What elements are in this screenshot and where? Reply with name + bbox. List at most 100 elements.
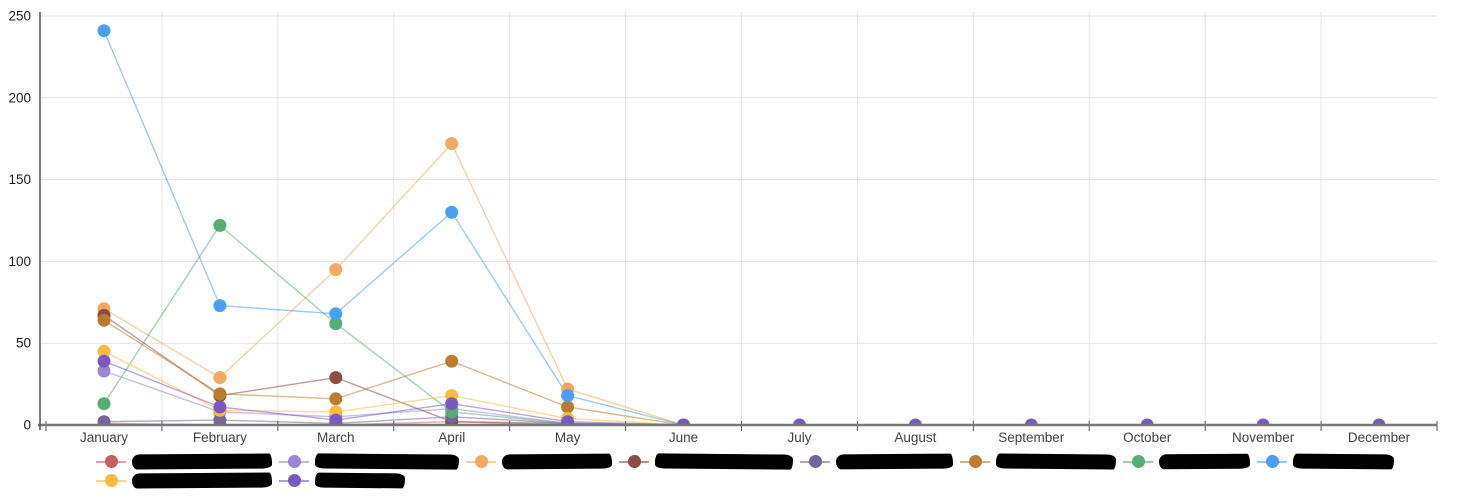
data-point[interactable] [329, 263, 343, 277]
y-tick-label: 50 [16, 336, 31, 351]
legend-marker-icon [960, 454, 990, 468]
data-point[interactable] [1140, 418, 1154, 432]
x-tick-label: October [1123, 430, 1172, 445]
data-point[interactable] [213, 413, 227, 427]
redacted-legend-label [314, 472, 406, 488]
data-point[interactable] [97, 24, 111, 38]
data-point[interactable] [97, 354, 111, 368]
legend-item-4[interactable] [800, 453, 954, 469]
series-line-2 [103, 142, 684, 426]
y-tick-label: 100 [8, 254, 31, 269]
legend-item-3[interactable] [619, 452, 794, 470]
x-tick-label: April [438, 430, 465, 445]
y-tick-label: 150 [8, 172, 31, 187]
legend-dot-icon [1266, 454, 1279, 468]
data-point[interactable] [213, 387, 227, 401]
data-point[interactable] [329, 392, 343, 406]
legend-item-8[interactable] [96, 472, 273, 488]
legend-item-9[interactable] [279, 472, 406, 488]
legend-marker-icon [96, 454, 126, 468]
redacted-legend-label [654, 452, 794, 470]
series-points [97, 24, 1386, 432]
x-tick-label: November [1232, 430, 1295, 445]
data-point[interactable] [1256, 418, 1270, 432]
gridlines [40, 12, 1437, 425]
y-tick-label: 200 [8, 90, 31, 105]
x-tick-label: May [555, 430, 581, 445]
data-point[interactable] [97, 415, 111, 428]
data-point[interactable] [329, 413, 343, 427]
x-tick-label: August [894, 430, 936, 445]
series-line-5 [103, 319, 684, 426]
x-tick-label: March [317, 430, 355, 445]
legend-marker-icon [279, 454, 309, 468]
legend-dot-icon [475, 454, 488, 468]
legend-item-2[interactable] [466, 453, 613, 469]
data-point[interactable] [213, 299, 227, 313]
data-point[interactable] [445, 137, 459, 151]
data-point[interactable] [329, 317, 343, 331]
data-point[interactable] [561, 389, 575, 403]
x-tick-label: July [787, 430, 811, 445]
data-point[interactable] [445, 205, 459, 219]
axes [38, 12, 1438, 431]
data-point[interactable] [793, 418, 806, 432]
data-point[interactable] [1372, 418, 1386, 432]
redacted-legend-label [131, 453, 273, 469]
y-axis-labels: 0 50 100 150 200 250 [8, 9, 31, 433]
legend-marker-icon [619, 454, 649, 468]
data-point[interactable] [329, 307, 343, 321]
legend-row-2 [96, 472, 1466, 488]
legend-dot-icon [1132, 454, 1145, 468]
data-point[interactable] [97, 313, 111, 327]
series-line-8 [103, 350, 684, 426]
legend-marker-icon [1123, 454, 1153, 468]
legend-item-1[interactable] [279, 452, 460, 470]
data-point[interactable] [97, 364, 111, 378]
x-tick-label: February [193, 430, 247, 445]
data-point[interactable] [213, 371, 227, 385]
redacted-legend-label [1292, 453, 1395, 469]
legend-dot-icon [105, 473, 118, 487]
line-chart-canvas: 0 50 100 150 200 250 January February March April… [8, 9, 1438, 445]
y-tick-label: 250 [8, 9, 31, 24]
series-line-6 [103, 224, 684, 426]
data-point[interactable] [561, 400, 575, 414]
y-tick-label: 0 [23, 418, 31, 433]
redacted-legend-label [314, 452, 460, 470]
legend-marker-icon [466, 454, 496, 468]
legend-item-0[interactable] [96, 453, 273, 469]
legend-row-1 [96, 452, 1466, 470]
legend-dot-icon [969, 454, 982, 468]
legend-item-5[interactable] [960, 452, 1117, 470]
redacted-legend-label [995, 452, 1117, 470]
redacted-legend-label [835, 453, 954, 469]
data-point[interactable] [97, 397, 111, 411]
redacted-legend-label [1158, 453, 1251, 469]
legend-item-6[interactable] [1123, 453, 1251, 469]
data-point[interactable] [677, 418, 690, 432]
legend-marker-icon [1257, 454, 1287, 468]
legend-dot-icon [105, 454, 118, 468]
redacted-legend-label [501, 453, 613, 469]
data-point[interactable] [97, 344, 111, 358]
legend-dot-icon [288, 454, 301, 468]
data-point[interactable] [213, 218, 227, 232]
data-point[interactable] [561, 415, 575, 428]
legend-marker-icon [800, 454, 830, 468]
data-point[interactable] [1024, 418, 1038, 432]
data-point[interactable] [445, 354, 459, 368]
legend-item-7[interactable] [1257, 453, 1395, 469]
data-point[interactable] [329, 371, 343, 385]
x-tick-label: December [1348, 430, 1411, 445]
legend-marker-icon [279, 473, 309, 487]
legend-dot-icon [628, 454, 641, 468]
data-point[interactable] [213, 400, 227, 414]
x-tick-label: January [80, 430, 128, 445]
redacted-legend-label [131, 472, 273, 488]
legend-marker-icon [96, 473, 126, 487]
data-point[interactable] [908, 418, 922, 432]
data-point[interactable] [445, 397, 459, 411]
chart-legend [96, 452, 1466, 491]
line-chart: 0 50 100 150 200 250 January February March April… [8, 9, 1438, 445]
